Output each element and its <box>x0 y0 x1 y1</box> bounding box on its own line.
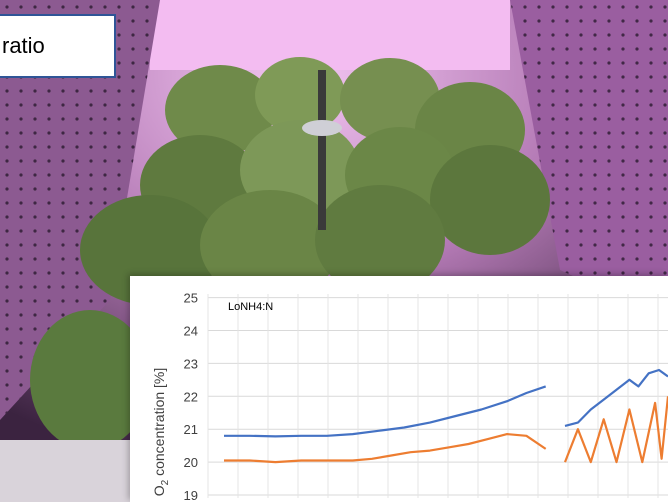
y-tick-label: 21 <box>184 422 198 437</box>
y-tick-label: 23 <box>184 356 198 371</box>
series-2-line-segment-2 <box>563 396 668 464</box>
floor-tray <box>0 440 130 502</box>
y-tick-label: 22 <box>184 389 198 404</box>
y-tick-label: 19 <box>184 488 198 502</box>
series-annotation: LoNH4:N <box>228 301 273 313</box>
y-tick-labels: 19 20 21 22 23 24 25 <box>184 291 198 502</box>
y-tick-label: 20 <box>184 455 198 470</box>
series-2-line-segment-1 <box>224 433 547 464</box>
plot-area <box>224 368 668 464</box>
y-axis-label: O2 concentration [%] <box>151 368 171 497</box>
o2-concentration-chart: 19 20 21 22 23 24 25 LoNH4:N O2 concentration … <box>151 291 668 502</box>
series-1-line-segment-2 <box>564 368 668 427</box>
grow-light <box>150 0 510 70</box>
sensor-probe <box>302 70 342 230</box>
series-1-line-segment-1 <box>224 385 547 438</box>
title-box: ratio <box>0 14 116 78</box>
y-tick-label: 24 <box>184 323 198 338</box>
title-text: ratio <box>2 33 45 58</box>
chart-panel: 19 20 21 22 23 24 25 LoNH4:N O2 concentration … <box>130 276 668 502</box>
y-tick-label: 25 <box>184 291 198 306</box>
chart-grid <box>207 294 668 498</box>
